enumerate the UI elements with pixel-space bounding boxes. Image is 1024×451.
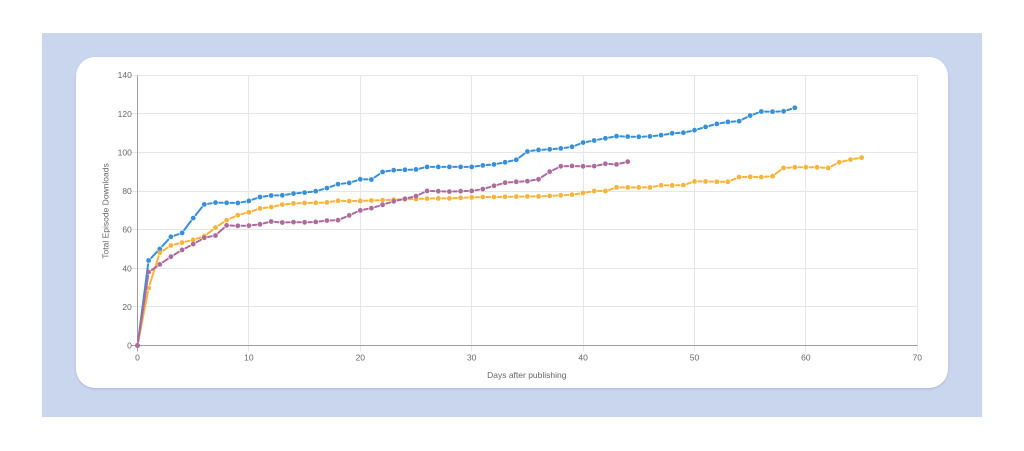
svg-text:30: 30 <box>467 353 477 363</box>
svg-text:70: 70 <box>913 353 923 363</box>
svg-text:0: 0 <box>135 353 140 363</box>
svg-text:40: 40 <box>578 353 588 363</box>
svg-text:Total Episode Downloads: Total Episode Downloads <box>101 163 111 258</box>
svg-text:100: 100 <box>118 147 132 157</box>
svg-text:20: 20 <box>356 353 366 363</box>
svg-text:140: 140 <box>118 70 132 80</box>
svg-text:50: 50 <box>690 353 700 363</box>
svg-text:Days after publishing: Days after publishing <box>487 370 567 380</box>
svg-text:60: 60 <box>801 353 811 363</box>
svg-text:80: 80 <box>122 186 132 196</box>
svg-text:40: 40 <box>122 263 132 273</box>
svg-text:120: 120 <box>118 109 132 119</box>
svg-text:0: 0 <box>127 341 132 351</box>
svg-text:60: 60 <box>122 225 132 235</box>
svg-text:10: 10 <box>244 353 254 363</box>
svg-text:20: 20 <box>122 302 132 312</box>
